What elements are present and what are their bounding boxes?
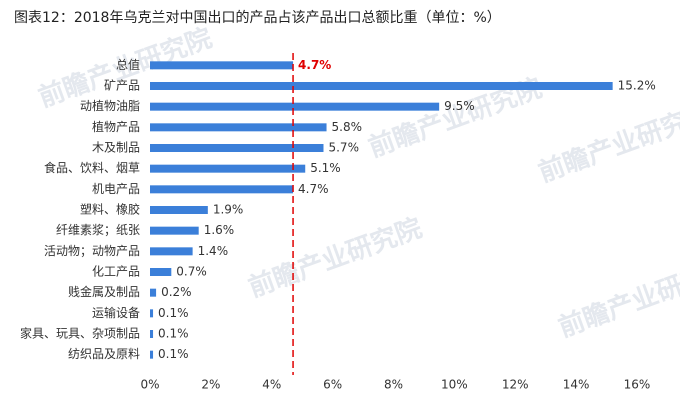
value-label: 1.6% bbox=[204, 223, 235, 237]
value-label: 0.1% bbox=[158, 306, 189, 320]
value-label: 0.1% bbox=[158, 327, 189, 341]
y-tick-label: 家具、玩具、杂项制品 bbox=[20, 326, 140, 341]
value-label: 5.8% bbox=[332, 120, 363, 134]
bar bbox=[150, 226, 199, 235]
y-tick-label: 活动物；动物产品 bbox=[44, 244, 140, 258]
value-label: 1.9% bbox=[213, 203, 244, 217]
chart-title: 图表12：2018年乌克兰对中国出口的产品占该产品出口总额比重（单位：%） bbox=[14, 10, 501, 26]
value-label: 4.7% bbox=[298, 182, 329, 196]
x-tick-label: 6% bbox=[323, 378, 342, 392]
bar bbox=[150, 144, 324, 152]
bar bbox=[150, 185, 294, 194]
x-tick-label: 0% bbox=[140, 378, 159, 392]
x-tick-label: 4% bbox=[262, 378, 281, 392]
y-tick-label: 植物产品 bbox=[92, 119, 140, 134]
value-label: 9.5% bbox=[444, 99, 475, 113]
y-tick-label: 纤维素浆；纸张 bbox=[56, 222, 140, 237]
value-label: 15.2% bbox=[618, 79, 656, 93]
y-tick-label: 运输设备 bbox=[92, 305, 140, 320]
bar bbox=[150, 102, 440, 111]
bar bbox=[150, 164, 306, 173]
watermark: 前瞻产业研究院 bbox=[554, 252, 680, 343]
x-tick-label: 14% bbox=[563, 378, 590, 392]
value-label: 0.2% bbox=[161, 285, 192, 299]
y-tick-label: 动植物油脂 bbox=[80, 98, 140, 113]
bar bbox=[150, 309, 154, 318]
bar bbox=[150, 123, 327, 132]
value-label: 5.1% bbox=[310, 161, 341, 175]
y-tick-label: 化工产品 bbox=[92, 265, 140, 279]
bar bbox=[150, 82, 613, 90]
x-tick-label: 12% bbox=[502, 378, 529, 392]
y-tick-label: 塑料、橡胶 bbox=[80, 202, 140, 217]
bar bbox=[150, 288, 157, 297]
bar bbox=[150, 350, 154, 359]
value-label: 4.7% bbox=[298, 58, 331, 72]
value-label: 1.4% bbox=[198, 244, 229, 258]
x-tick-label: 10% bbox=[441, 378, 468, 392]
y-tick-label: 总值 bbox=[116, 57, 140, 72]
bar bbox=[150, 61, 294, 70]
x-tick-label: 2% bbox=[201, 378, 220, 392]
y-tick-label: 机电产品 bbox=[92, 182, 140, 196]
value-label: 0.1% bbox=[158, 347, 189, 361]
bar bbox=[150, 247, 193, 256]
y-tick-label: 矿产品 bbox=[104, 79, 140, 93]
y-tick-label: 纺织品及原料 bbox=[68, 347, 140, 361]
y-tick-label: 贱金属及制品 bbox=[68, 284, 140, 299]
bar bbox=[150, 206, 208, 214]
value-label: 0.7% bbox=[176, 265, 207, 279]
x-tick-label: 8% bbox=[384, 378, 403, 392]
bar bbox=[150, 268, 172, 276]
watermark: 前瞻产业研究院 bbox=[534, 97, 680, 188]
x-tick-label: 16% bbox=[624, 378, 651, 392]
value-label: 5.7% bbox=[328, 141, 359, 155]
watermark: 前瞻产业研究院 bbox=[244, 212, 426, 303]
bar bbox=[150, 330, 154, 338]
y-tick-label: 木及制品 bbox=[92, 141, 140, 155]
y-tick-label: 食品、饮料、烟草 bbox=[44, 160, 140, 175]
